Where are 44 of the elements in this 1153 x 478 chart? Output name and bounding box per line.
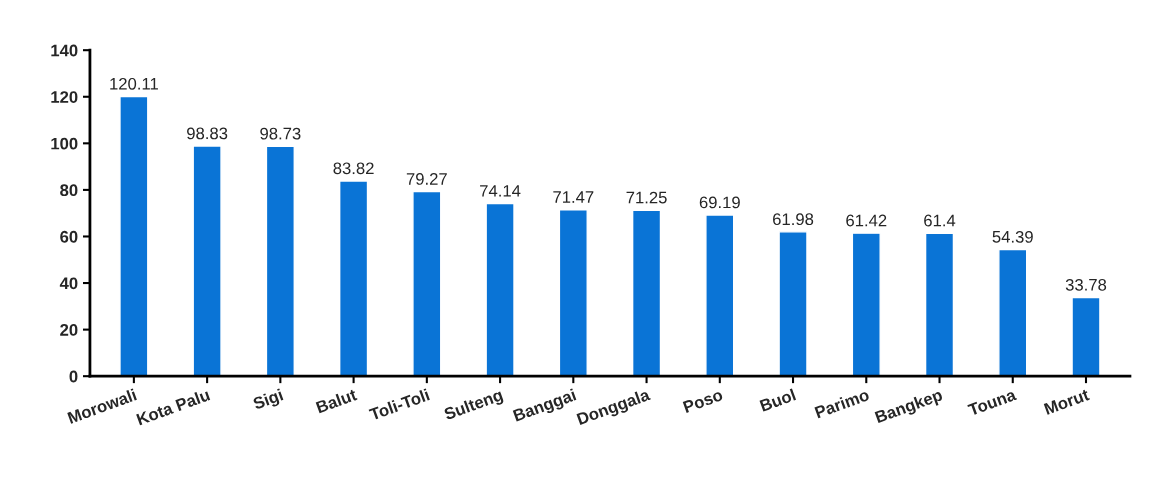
x-tick-label: Buol xyxy=(759,388,797,412)
y-tick-label: 80 xyxy=(60,184,78,197)
y-tick-label: 120 xyxy=(51,91,78,103)
bar xyxy=(412,190,442,377)
data-label: 120.11 xyxy=(110,77,158,90)
x-tick-label: Sulteng xyxy=(443,388,505,424)
x-tick-label: Balut xyxy=(315,388,358,414)
bar xyxy=(778,231,808,377)
data-label: 61.4 xyxy=(924,214,956,227)
bar xyxy=(924,232,955,377)
data-label: 71.25 xyxy=(626,191,667,204)
data-label: 83.82 xyxy=(333,162,374,175)
data-label: 79.27 xyxy=(406,173,447,185)
y-tick-label: 20 xyxy=(60,324,78,336)
bar xyxy=(1071,296,1101,377)
x-tick-label: Poso xyxy=(682,388,724,414)
y-tick-label: 0 xyxy=(69,370,78,383)
data-label: 98.83 xyxy=(187,127,228,140)
y-tick-label: 60 xyxy=(60,230,78,243)
data-label: 74.14 xyxy=(480,185,521,197)
bar xyxy=(851,232,881,377)
data-label: 69.19 xyxy=(699,196,740,209)
data-label: 61.98 xyxy=(773,213,814,226)
x-tick-label: Parimo xyxy=(814,388,870,419)
x-tick-label: Touna xyxy=(967,388,1018,417)
data-label: 33.78 xyxy=(1065,278,1107,291)
data-label: 98.73 xyxy=(260,127,301,140)
data-label: 71.47 xyxy=(553,191,594,203)
bar xyxy=(705,214,735,377)
bar xyxy=(192,145,222,377)
bar xyxy=(998,248,1028,377)
y-tick-label: 100 xyxy=(51,137,78,150)
data-label: 61.42 xyxy=(846,214,887,227)
bar xyxy=(631,209,662,377)
bar xyxy=(338,180,369,377)
data-label: 54.39 xyxy=(992,230,1033,243)
bar xyxy=(265,145,295,377)
x-tick-label: Morut xyxy=(1043,388,1090,415)
bar xyxy=(558,209,588,377)
x-tick-label: Sigi xyxy=(252,388,285,413)
y-tick-label: 140 xyxy=(51,44,78,57)
bar xyxy=(119,95,149,377)
bar xyxy=(485,202,515,377)
y-tick-label: 40 xyxy=(59,277,78,290)
